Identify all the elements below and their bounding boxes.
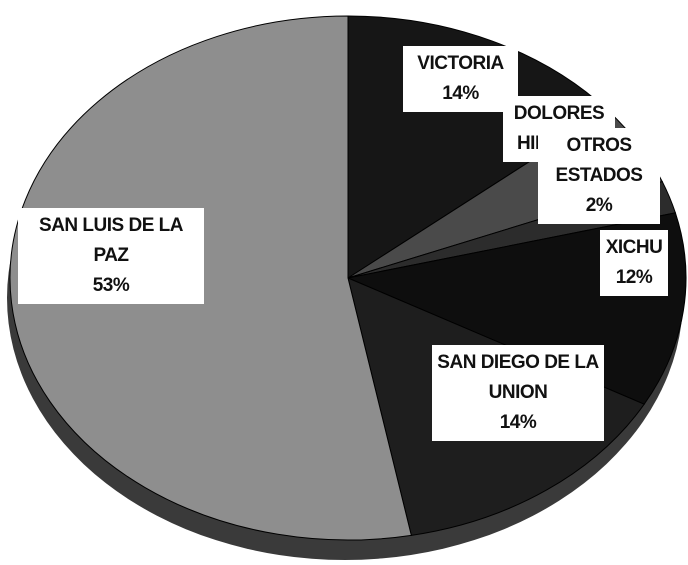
category-label: XICHU	[605, 237, 663, 258]
data-label: SAN DIEGO DE LA UNION 14%	[432, 345, 604, 441]
data-label: VICTORIA 14%	[403, 46, 518, 112]
data-label: XICHU 12%	[600, 230, 668, 296]
value-label: 14%	[442, 83, 479, 104]
category-label: SAN LUIS DE LA PAZ	[39, 215, 183, 266]
value-label: 53%	[92, 275, 130, 296]
category-label: SAN DIEGO DE LA UNION	[437, 352, 599, 403]
data-label: SAN LUIS DE LA PAZ 53%	[18, 208, 204, 304]
category-label: OTROS ESTADOS	[555, 135, 643, 186]
value-label: 2%	[585, 195, 613, 216]
category-label: VICTORIA	[417, 53, 504, 74]
pie-slice	[9, 15, 412, 541]
data-label: OTROS ESTADOS 2%	[538, 128, 660, 224]
value-label: 12%	[615, 267, 653, 288]
value-label: 14%	[499, 412, 537, 433]
